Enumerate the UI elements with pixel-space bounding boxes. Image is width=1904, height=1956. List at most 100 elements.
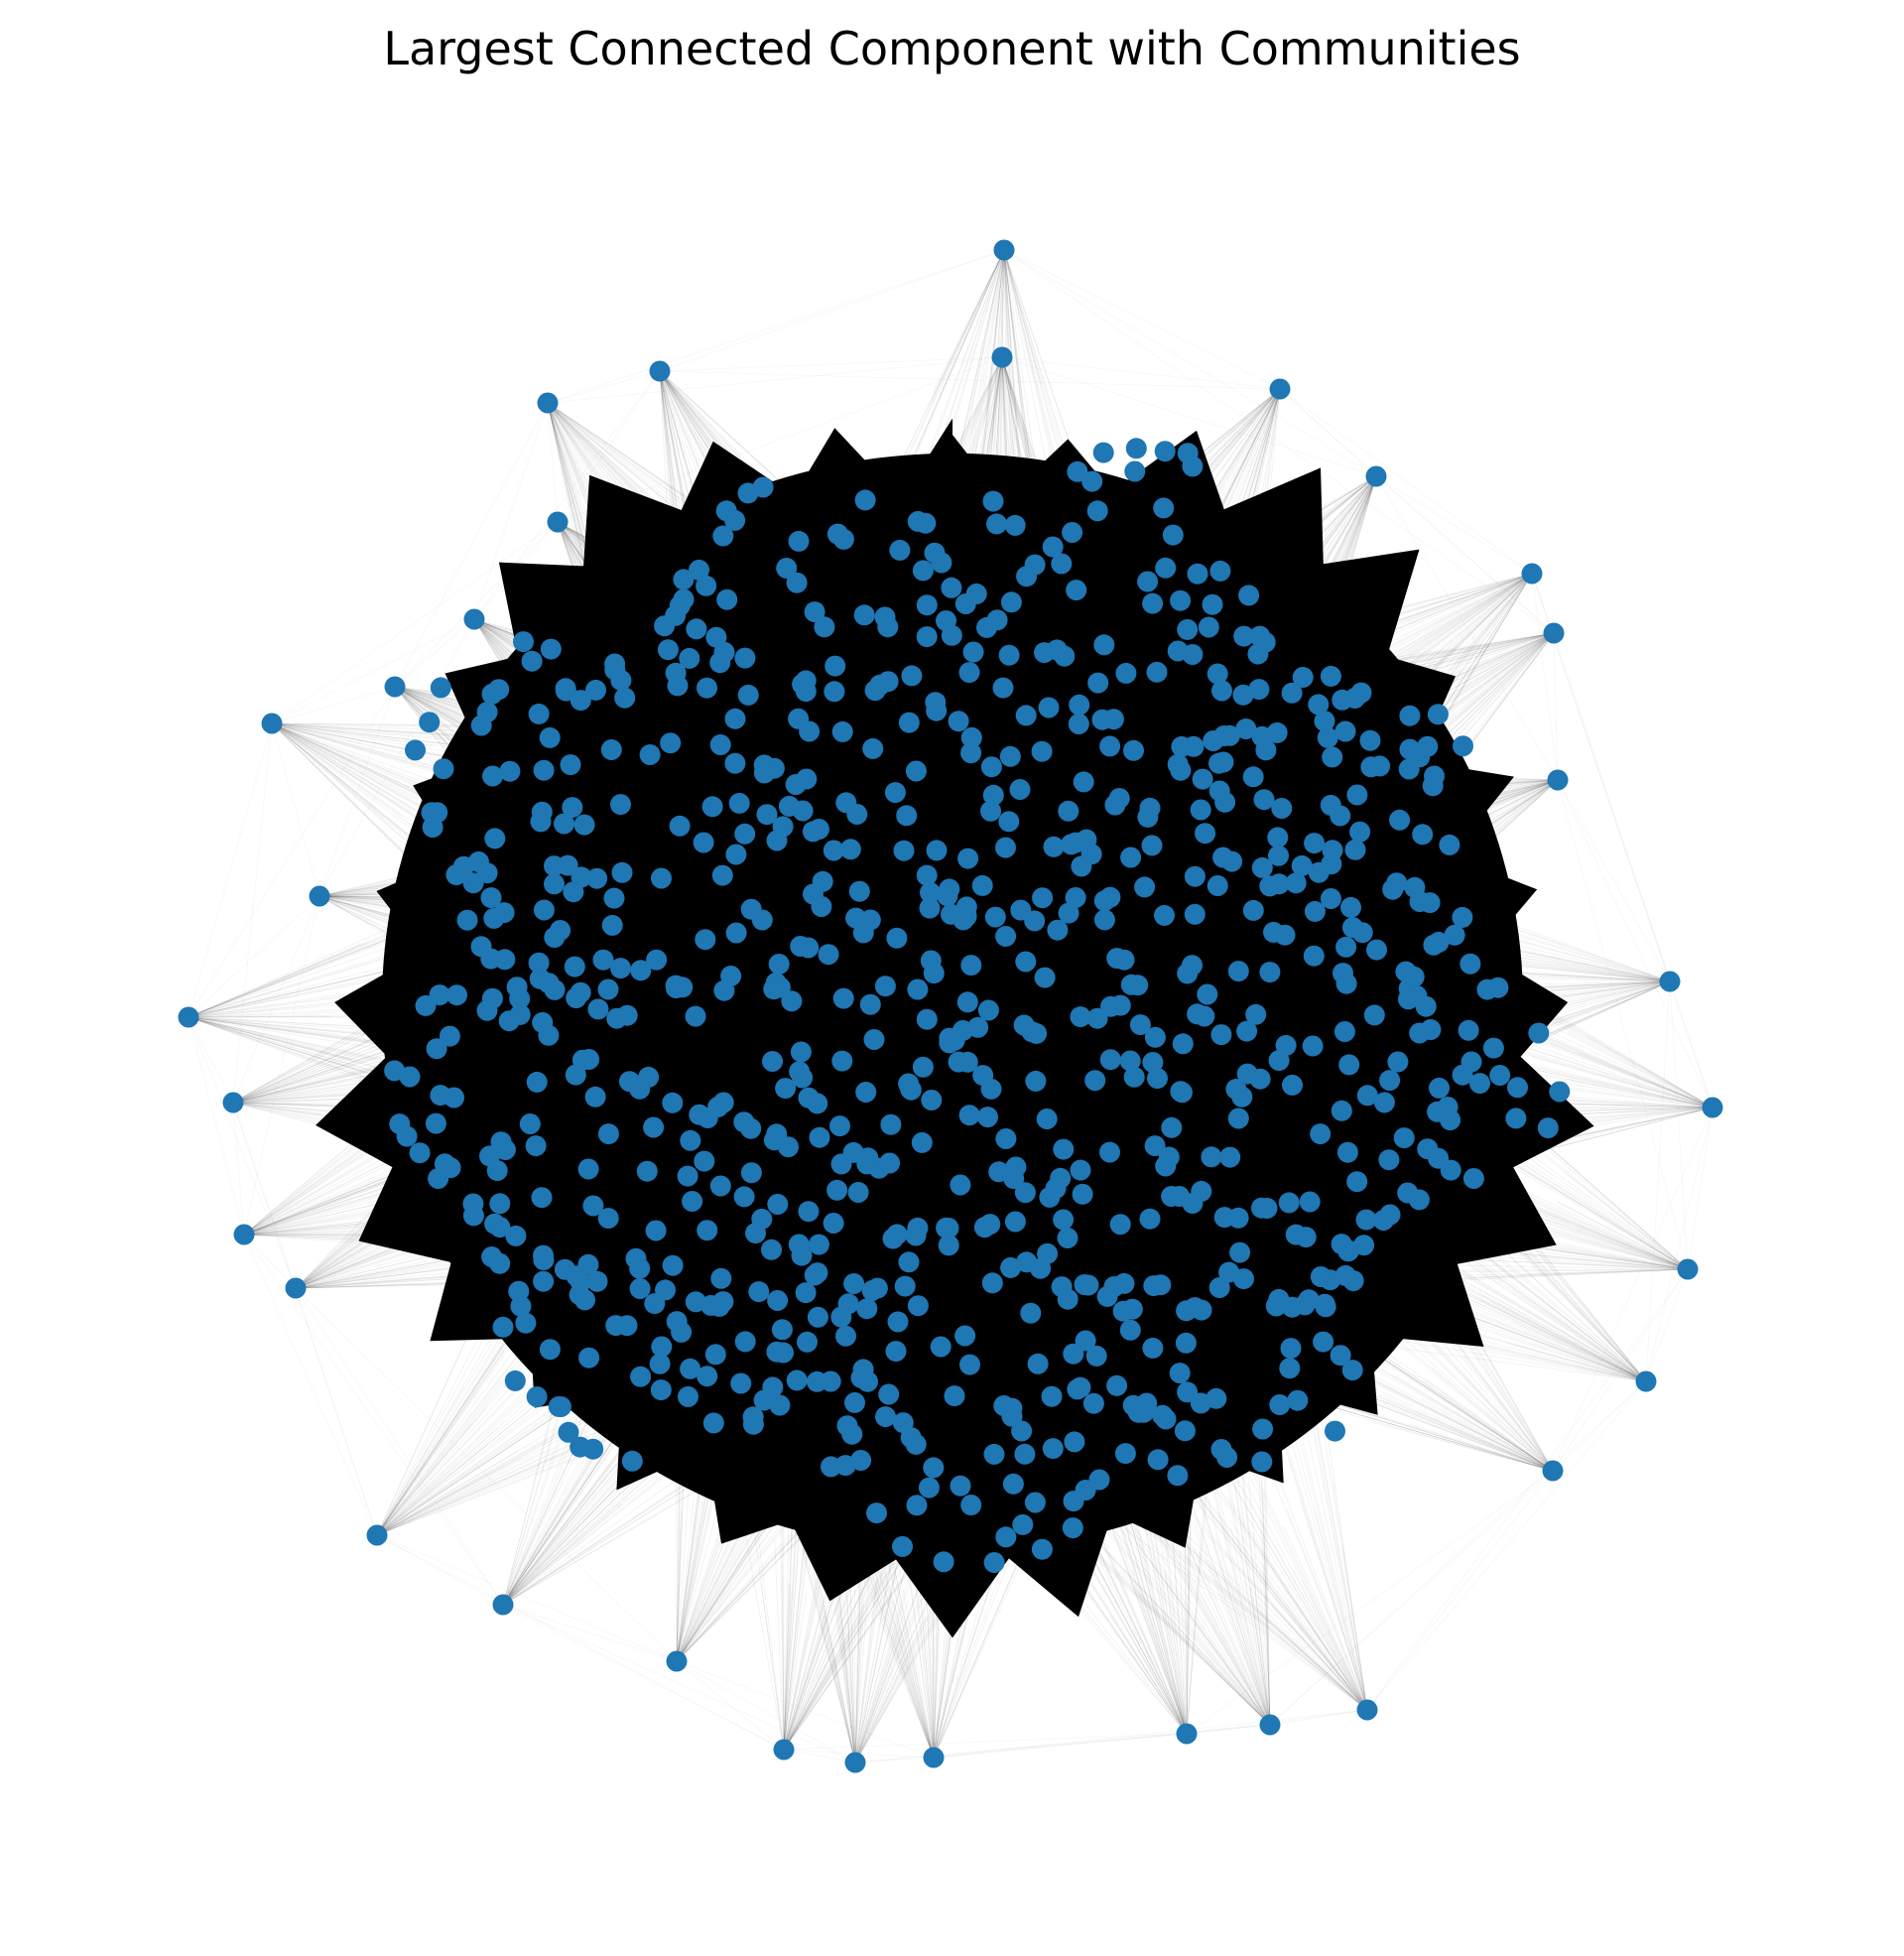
graph-node <box>1063 1343 1084 1365</box>
graph-node <box>697 677 717 699</box>
graph-node-outer <box>233 1224 255 1245</box>
edge <box>188 1016 354 1061</box>
edge <box>547 402 559 523</box>
edge <box>1424 1377 1554 1472</box>
edge <box>1375 475 1555 634</box>
graph-node <box>856 1153 878 1175</box>
graph-node <box>1389 809 1411 831</box>
edge <box>1346 1350 1554 1472</box>
graph-node <box>570 690 591 712</box>
edge <box>906 249 1005 472</box>
graph-node <box>869 674 891 696</box>
graph-node <box>1379 1070 1401 1092</box>
edge <box>1149 1510 1368 1711</box>
edge <box>547 402 652 505</box>
graph-node <box>1125 438 1147 459</box>
edge <box>1444 632 1555 728</box>
edge <box>783 1612 871 1751</box>
edge <box>232 1064 383 1104</box>
graph-node <box>1039 1186 1061 1208</box>
graph-node <box>1227 961 1249 982</box>
graph-node <box>616 1315 638 1337</box>
graph-node <box>529 968 551 989</box>
edge <box>970 249 1005 456</box>
graph-node <box>621 1450 643 1472</box>
graph-node <box>841 1423 863 1445</box>
edge <box>1264 1595 1368 1711</box>
edge <box>271 722 404 818</box>
edge <box>376 1430 577 1536</box>
graph-node <box>1113 949 1135 971</box>
graph-node-outer <box>923 1747 945 1768</box>
edge <box>854 1757 935 1763</box>
edge <box>783 1590 792 1751</box>
graph-node <box>939 1032 960 1054</box>
edge <box>1214 1533 1271 1726</box>
graph-node <box>798 937 820 959</box>
graph-node <box>972 1065 994 1087</box>
graph-node <box>998 644 1020 666</box>
edge <box>1262 1495 1271 1726</box>
graph-node <box>1256 1198 1278 1219</box>
graph-node <box>866 1502 887 1524</box>
edge <box>1115 1504 1271 1726</box>
edge <box>1533 1132 1689 1270</box>
graph-node <box>733 1186 755 1208</box>
graph-node <box>1212 847 1234 868</box>
edge <box>295 1281 447 1289</box>
graph-node <box>1120 847 1142 868</box>
graph-node <box>781 990 803 1012</box>
edge <box>854 1525 899 1763</box>
edge <box>1462 1268 1689 1271</box>
graph-node <box>671 1321 693 1343</box>
graph-node <box>1036 1108 1058 1129</box>
graph-node <box>1051 553 1073 575</box>
graph-node <box>958 662 980 684</box>
graph-node <box>818 944 839 966</box>
edge <box>1108 1613 1188 1735</box>
edge <box>676 1660 856 1763</box>
graph-node-outer <box>285 1277 307 1299</box>
graph-node <box>1037 1242 1059 1264</box>
graph-node <box>1141 835 1163 856</box>
graph-node <box>1100 995 1121 1017</box>
graph-node <box>498 1010 520 1032</box>
graph-node <box>986 513 1007 535</box>
graph-node <box>795 1282 817 1304</box>
graph-node <box>1363 1004 1385 1026</box>
edge <box>394 521 559 688</box>
graph-node <box>1423 934 1445 956</box>
graph-node <box>1065 832 1086 853</box>
edge <box>376 1395 571 1536</box>
graph-node <box>1153 497 1175 519</box>
graph-node <box>1184 865 1206 887</box>
edge <box>188 971 403 1018</box>
graph-node <box>1453 735 1473 757</box>
graph-node <box>1452 906 1473 928</box>
edge <box>1209 1480 1368 1711</box>
graph-node <box>1086 1007 1108 1029</box>
graph-node <box>1015 951 1037 973</box>
edge <box>188 1015 331 1018</box>
edge <box>854 1733 1188 1763</box>
graph-node <box>1167 753 1189 775</box>
edge <box>271 722 438 831</box>
graph-node <box>425 1112 446 1134</box>
graph-node <box>1313 1331 1334 1353</box>
edge <box>659 249 1005 372</box>
edge <box>847 1622 856 1763</box>
graph-node <box>587 998 609 1020</box>
graph-node <box>948 1051 969 1073</box>
edge <box>243 1200 394 1236</box>
graph-node <box>807 1093 828 1114</box>
graph-node <box>1238 585 1260 606</box>
graph-node <box>952 909 974 931</box>
graph-node <box>1259 962 1281 983</box>
graph-node <box>1225 1079 1247 1100</box>
edge <box>1284 1436 1368 1711</box>
graph-node <box>1233 625 1255 647</box>
graph-node <box>1144 1026 1166 1048</box>
graph-node <box>1201 1146 1222 1168</box>
graph-node <box>678 1385 698 1407</box>
graph-node <box>555 680 576 702</box>
